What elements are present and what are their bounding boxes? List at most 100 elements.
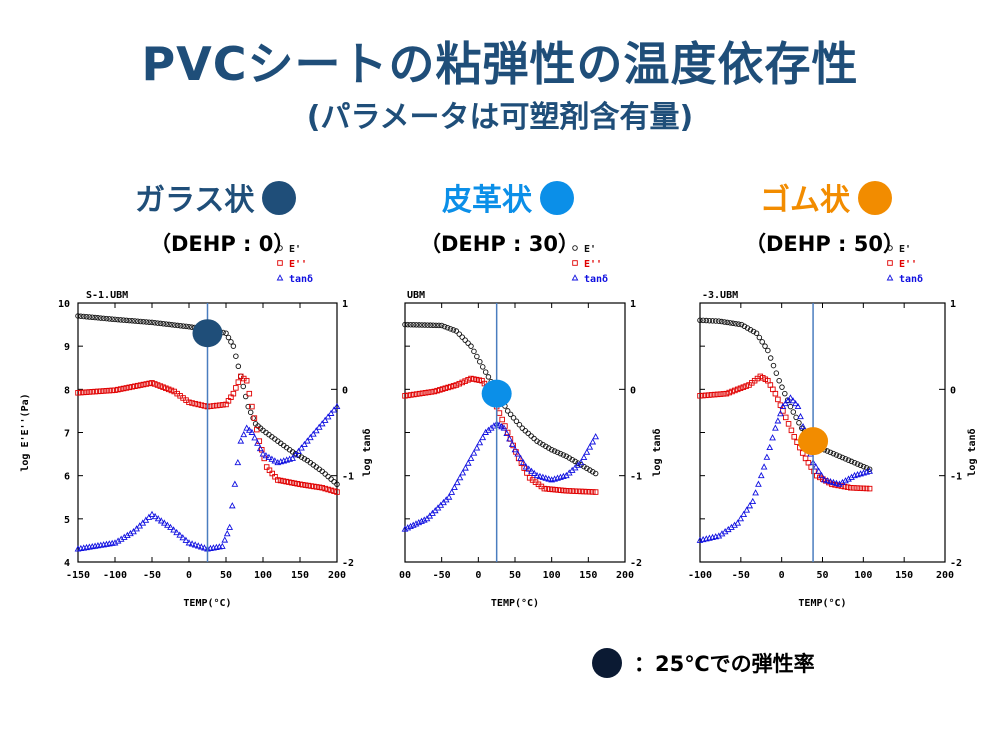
data-point xyxy=(129,318,135,324)
data-point xyxy=(589,438,597,445)
data-point xyxy=(415,518,423,526)
data-point xyxy=(462,464,469,471)
data-point xyxy=(815,467,823,474)
plot-frame xyxy=(404,302,626,563)
data-point xyxy=(854,461,861,467)
x-tick-label: 100 xyxy=(854,570,872,581)
data-point xyxy=(860,485,867,492)
data-point xyxy=(842,456,849,462)
data-point xyxy=(133,525,140,532)
data-point xyxy=(123,385,130,391)
y-tick-label: 9 xyxy=(64,342,70,353)
data-point xyxy=(776,377,782,384)
data-point xyxy=(468,343,474,349)
data-point xyxy=(857,462,864,469)
data-point xyxy=(407,321,414,328)
data-point xyxy=(166,321,172,328)
legend-label: E' xyxy=(584,244,596,255)
data-point xyxy=(729,388,735,395)
data-point xyxy=(251,415,258,421)
data-point xyxy=(75,390,81,396)
data-point xyxy=(471,348,477,355)
data-point xyxy=(322,471,328,477)
data-point xyxy=(438,322,445,329)
data-point xyxy=(271,457,279,464)
data-point xyxy=(723,390,730,397)
data-point xyxy=(755,480,762,487)
data-point xyxy=(824,477,831,484)
data-point xyxy=(168,387,175,394)
data-point xyxy=(476,439,484,446)
x-tick-label: 200 xyxy=(936,570,954,581)
y-right-tick-label: 1 xyxy=(950,299,956,310)
x-tick-label: -150 xyxy=(66,570,90,581)
data-point xyxy=(783,414,789,421)
data-point xyxy=(240,430,248,438)
data-point xyxy=(563,488,570,494)
data-point xyxy=(525,430,531,437)
data-point xyxy=(312,427,320,434)
data-point xyxy=(109,316,115,322)
data-point xyxy=(114,537,122,544)
data-point xyxy=(174,322,181,329)
legend-marker xyxy=(886,274,894,281)
data-point xyxy=(592,489,599,495)
data-point xyxy=(169,321,175,328)
panel-state-label: 皮革状 xyxy=(442,183,532,218)
legend-marker xyxy=(571,274,579,281)
data-point xyxy=(127,529,134,537)
data-point xyxy=(566,488,573,494)
y-axis-title: log E'E''(Pa) xyxy=(20,393,31,471)
data-point xyxy=(237,437,245,444)
data-point xyxy=(499,416,505,423)
data-point xyxy=(289,449,296,455)
x-tick-label: 0 xyxy=(186,570,192,581)
data-point xyxy=(111,539,119,546)
data-point xyxy=(269,470,276,477)
data-point xyxy=(784,397,792,404)
data-point xyxy=(301,456,308,462)
data-point xyxy=(164,521,171,528)
data-point xyxy=(794,402,802,410)
data-point xyxy=(860,463,867,470)
data-point xyxy=(186,323,192,330)
data-point xyxy=(262,452,270,459)
data-point xyxy=(584,465,590,472)
data-point xyxy=(718,318,725,325)
data-point xyxy=(577,458,585,466)
x-tick-label: -50 xyxy=(433,570,451,581)
data-point xyxy=(522,463,530,470)
x-tick-label: 200 xyxy=(616,570,634,581)
data-point xyxy=(311,483,317,490)
data-point xyxy=(587,489,593,495)
data-point xyxy=(863,485,870,492)
data-point xyxy=(405,392,411,399)
data-point xyxy=(92,388,98,395)
data-point xyxy=(419,390,426,396)
data-point xyxy=(140,381,147,388)
data-point xyxy=(106,387,113,394)
data-point xyxy=(456,380,463,387)
modulus-25c-marker xyxy=(481,379,512,408)
data-point xyxy=(145,513,153,520)
data-point xyxy=(721,319,728,325)
data-point xyxy=(848,473,855,480)
modulus-25c-marker xyxy=(798,427,829,456)
data-point xyxy=(706,317,713,324)
legend-label: tanδ xyxy=(289,274,313,285)
data-point xyxy=(752,489,759,496)
data-point xyxy=(790,409,797,415)
data-point xyxy=(192,400,198,407)
data-point xyxy=(592,470,599,477)
data-point xyxy=(217,402,223,408)
x-tick-label: 00 xyxy=(399,570,411,581)
data-point xyxy=(221,536,229,543)
data-point xyxy=(519,425,526,431)
data-point xyxy=(453,382,460,388)
y-right-tick-label: -1 xyxy=(630,472,642,483)
data-point xyxy=(782,390,788,397)
data-point xyxy=(197,543,205,550)
data-point xyxy=(470,449,478,456)
data-point xyxy=(456,474,464,481)
data-point xyxy=(473,444,481,451)
